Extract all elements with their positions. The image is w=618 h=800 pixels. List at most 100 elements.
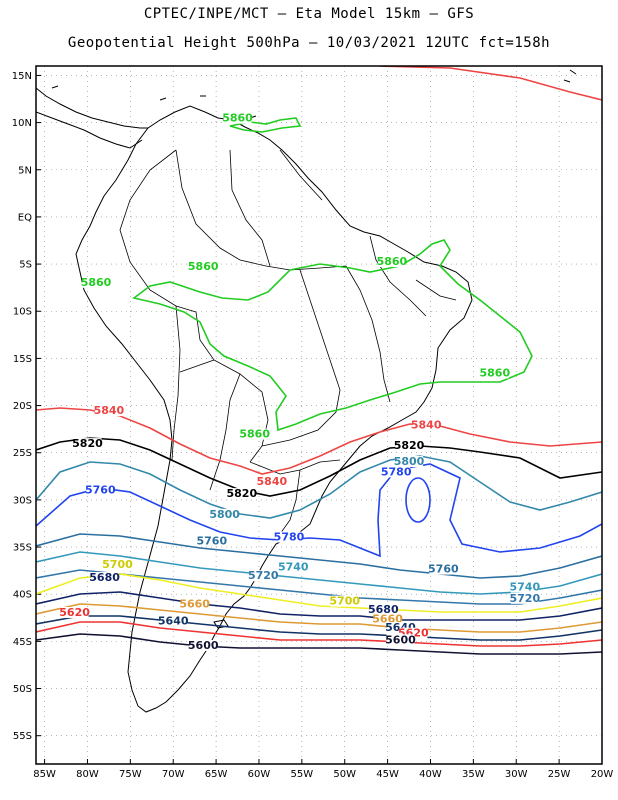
lat-tick-label: 10N	[12, 118, 32, 129]
contour-label-bg	[373, 613, 402, 625]
lon-tick-label: 25W	[548, 769, 571, 780]
lon-tick-label: 45W	[376, 769, 399, 780]
lat-tick-label: EQ	[18, 212, 32, 223]
contour-label-5860: 5860	[479, 366, 510, 379]
contour-label-5740: 5740	[278, 561, 309, 574]
contour-label-5740: 5740	[510, 581, 541, 594]
contour-5740	[36, 551, 602, 595]
axis-tick-labels: 15N 10N 5N EQ 5S 10S 15S 20S 25S 30S 35S 40S 45S 50S 5…	[12, 71, 614, 780]
contour-label-bg	[395, 440, 424, 452]
contour-label-5600: 5600	[188, 639, 219, 652]
lon-tick-label: 65W	[205, 769, 228, 780]
contour-lines	[36, 66, 602, 655]
contour-label-bg	[103, 558, 132, 570]
lon-tick-label: 85W	[33, 769, 56, 780]
contour-label-bg	[94, 405, 123, 417]
contour-label-5780: 5780	[274, 531, 305, 544]
contour-label-bg	[386, 622, 415, 634]
contour-label-5820: 5820	[72, 437, 103, 450]
map-frame	[35, 65, 603, 765]
lat-tick-label: 15N	[12, 71, 32, 82]
lat-tick-label: 50S	[13, 684, 32, 695]
contour-label-bg	[60, 606, 89, 618]
lon-tick-label: 60W	[248, 769, 271, 780]
contour-5600	[36, 633, 602, 655]
lon-tick-label: 70W	[162, 769, 185, 780]
contour-label-5860: 5860	[377, 255, 408, 268]
contour-5860-north	[229, 117, 302, 133]
contour-label-bg	[399, 627, 428, 639]
contour-5780-low	[405, 477, 431, 523]
contour-5780	[36, 463, 602, 558]
contour-5640	[36, 615, 602, 641]
contour-label-5680: 5680	[89, 571, 120, 584]
contour-label-5800: 5800	[394, 455, 425, 468]
contour-label-bg	[180, 598, 209, 610]
contour-label-bg	[429, 563, 458, 575]
contour-label-bg	[279, 561, 308, 573]
contour-label-5640: 5640	[158, 614, 189, 627]
lon-tick-label: 55W	[291, 769, 314, 780]
contour-label-bg	[159, 615, 188, 627]
chart-title-line-1: CPTEC/INPE/MCT – Eta Model 15km – GFS	[143, 6, 475, 22]
contour-label-bg	[82, 276, 111, 288]
lon-tick-label: 30W	[505, 769, 528, 780]
contour-5680	[36, 591, 602, 621]
contour-5820	[36, 437, 602, 497]
lon-tick-label: 40W	[419, 769, 442, 780]
lon-tick-label: 50W	[333, 769, 356, 780]
contour-label-5840: 5840	[94, 404, 125, 417]
contour-label-5620: 5620	[59, 606, 90, 619]
contour-5760	[36, 533, 602, 579]
contour-label-bg	[240, 428, 269, 440]
contour-label-bg	[274, 531, 303, 543]
contour-label-bg	[210, 508, 239, 520]
contour-label-bg	[223, 112, 252, 124]
contour-label-bg	[377, 256, 406, 268]
contour-label-bg	[369, 604, 398, 616]
contour-5800	[36, 455, 602, 519]
lat-tick-label: 10S	[13, 307, 32, 318]
lon-tick-label: 35W	[462, 769, 485, 780]
contour-label-bg	[382, 466, 411, 478]
caribbean-islands	[51, 69, 577, 121]
contour-label-5840: 5840	[411, 418, 442, 431]
contour-label-5780: 5780	[381, 465, 412, 478]
contour-label-5760: 5760	[196, 534, 227, 547]
contour-label-5760: 5760	[85, 483, 116, 496]
country-borders	[119, 149, 457, 535]
contour-label-bg	[386, 634, 415, 646]
contour-label-bg	[197, 535, 226, 547]
contour-label-5600: 5600	[385, 633, 416, 646]
lon-tick-label: 20W	[591, 769, 614, 780]
contour-label-bg	[227, 488, 256, 500]
contour-label-bg	[510, 592, 539, 604]
contour-label-5720: 5720	[510, 592, 541, 605]
contour-label-5700: 5700	[102, 558, 133, 571]
contour-label-bg	[395, 456, 424, 468]
contour-label-bg	[412, 419, 441, 431]
lat-tick-label: 20S	[13, 401, 32, 412]
contour-label-bg	[189, 260, 218, 272]
contour-5700	[36, 573, 602, 613]
lat-tick-label: 15S	[13, 354, 32, 365]
contour-5860-tropical	[132, 239, 533, 432]
lat-tick-label: 5S	[19, 260, 32, 271]
contour-label-5840: 5840	[257, 475, 288, 488]
contour-label-bg	[189, 639, 218, 651]
lat-tick-label: 55S	[13, 731, 32, 742]
lat-tick-label: 30S	[13, 495, 32, 506]
contour-label-bg	[86, 484, 115, 496]
contour-5620	[36, 621, 602, 647]
contour-label-5820: 5820	[394, 439, 425, 452]
contour-label-bg	[510, 581, 539, 593]
central-america-coastline	[36, 87, 148, 149]
contour-label-5680: 5680	[368, 603, 399, 616]
contour-label-5660: 5660	[179, 597, 210, 610]
contour-label-5860: 5860	[188, 260, 219, 273]
contour-label-5860: 5860	[81, 276, 112, 289]
lat-tick-label: 40S	[13, 590, 32, 601]
contour-label-5800: 5800	[209, 508, 240, 521]
south-america-coastline	[75, 105, 473, 713]
